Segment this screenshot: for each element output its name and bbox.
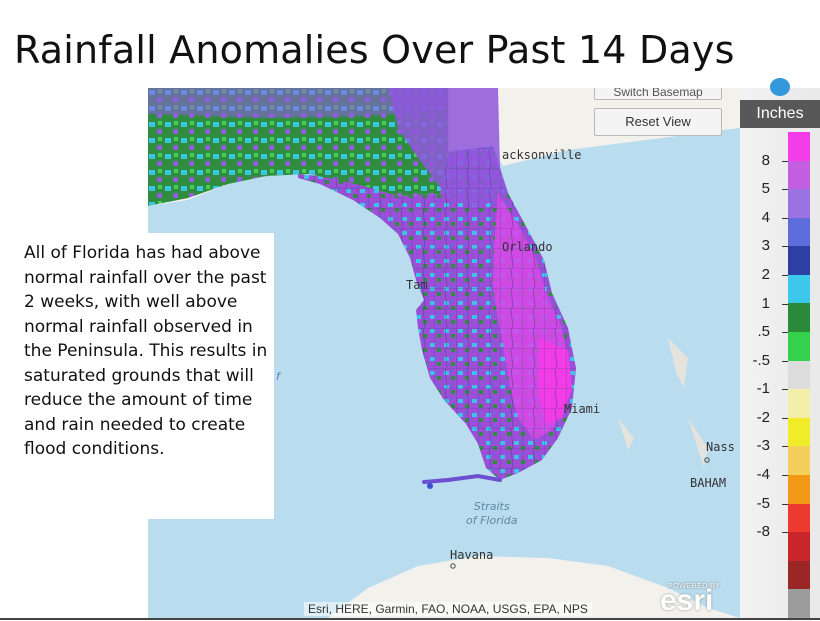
map-canvas	[148, 88, 740, 618]
legend-label: -1	[756, 380, 770, 398]
legend-swatch	[788, 332, 810, 361]
map-view[interactable]: Switch Basemap Reset View acksonville Or…	[148, 88, 740, 618]
esri-logo[interactable]: esri	[660, 584, 714, 617]
legend-swatch	[788, 303, 810, 333]
legend-label: 3	[761, 237, 770, 255]
water-label-straits: Straits of Florida	[466, 500, 518, 527]
legend-label: -2	[756, 408, 770, 426]
place-label-havana: Havana	[450, 548, 494, 562]
summary-callout: All of Florida has had above normal rain…	[14, 233, 274, 519]
legend-label: 8	[761, 151, 770, 169]
legend-label: -8	[756, 523, 770, 541]
esri-powered-by: POWERED BY	[668, 583, 721, 590]
legend-label: 4	[761, 208, 770, 226]
legend-swatch	[788, 532, 810, 561]
legend-label: -.5	[752, 351, 770, 369]
legend-swatch	[788, 474, 810, 504]
legend-title: Inches	[740, 100, 820, 128]
place-label-tampa: Tam	[406, 278, 428, 292]
map-attribution: Esri, HERE, Garmin, FAO, NOAA, USGS, EPA…	[304, 602, 592, 616]
legend-label: -5	[756, 494, 770, 512]
place-label-miami: Miami	[564, 402, 601, 416]
legend-label: 5	[761, 180, 770, 198]
legend-tick	[782, 332, 788, 334]
legend-tick	[782, 417, 788, 419]
legend-swatch	[788, 132, 810, 161]
legend-swatch	[788, 389, 810, 418]
reset-view-button[interactable]: Reset View	[594, 108, 722, 136]
legend-tick	[782, 360, 788, 362]
legend-swatch	[788, 446, 810, 475]
legend-toggle-icon[interactable]	[770, 78, 790, 96]
legend-label: -3	[756, 437, 770, 455]
legend-tick	[782, 503, 788, 505]
place-label-bahamas: BAHAM	[690, 476, 727, 490]
place-label-nassau: Nass	[706, 440, 735, 454]
legend-swatch	[788, 417, 810, 447]
legend-tick	[782, 217, 788, 219]
water-label-gulf-fragment: f	[276, 370, 280, 383]
legend-tick	[782, 246, 788, 248]
legend-swatch	[788, 160, 810, 190]
legend-tick	[782, 160, 788, 162]
legend-label: .5	[757, 323, 770, 341]
legend-tick	[782, 189, 788, 191]
legend-label: 2	[761, 265, 770, 283]
legend-tick	[782, 274, 788, 276]
legend-tick	[782, 475, 788, 477]
summary-text: All of Florida has had above normal rain…	[24, 243, 268, 459]
legend-swatch	[788, 560, 810, 590]
legend-swatch	[788, 246, 810, 275]
legend-tick	[782, 532, 788, 534]
legend-swatch	[788, 589, 810, 618]
legend-swatch	[788, 189, 810, 218]
legend-tick	[782, 303, 788, 305]
slide-title: Rainfall Anomalies Over Past 14 Days	[14, 28, 735, 72]
rainfall-legend: Inches 8 5 4 3 2 1 .5 -.5 -1 -2 -3 -4 -5 -8	[740, 78, 820, 618]
slide-bottom-rule	[0, 618, 820, 620]
legend-color-bar	[788, 132, 810, 618]
legend-swatch	[788, 503, 810, 533]
place-label-jacksonville: acksonville	[502, 148, 582, 162]
legend-label: -4	[756, 466, 770, 484]
place-label-orlando: Orlando	[502, 240, 553, 254]
legend-swatch	[788, 360, 810, 390]
legend-tick	[782, 389, 788, 391]
legend-swatch	[788, 217, 810, 247]
legend-tick	[782, 446, 788, 448]
legend-swatch	[788, 274, 810, 304]
switch-basemap-button[interactable]: Switch Basemap	[594, 88, 722, 100]
legend-label: 1	[761, 294, 770, 312]
